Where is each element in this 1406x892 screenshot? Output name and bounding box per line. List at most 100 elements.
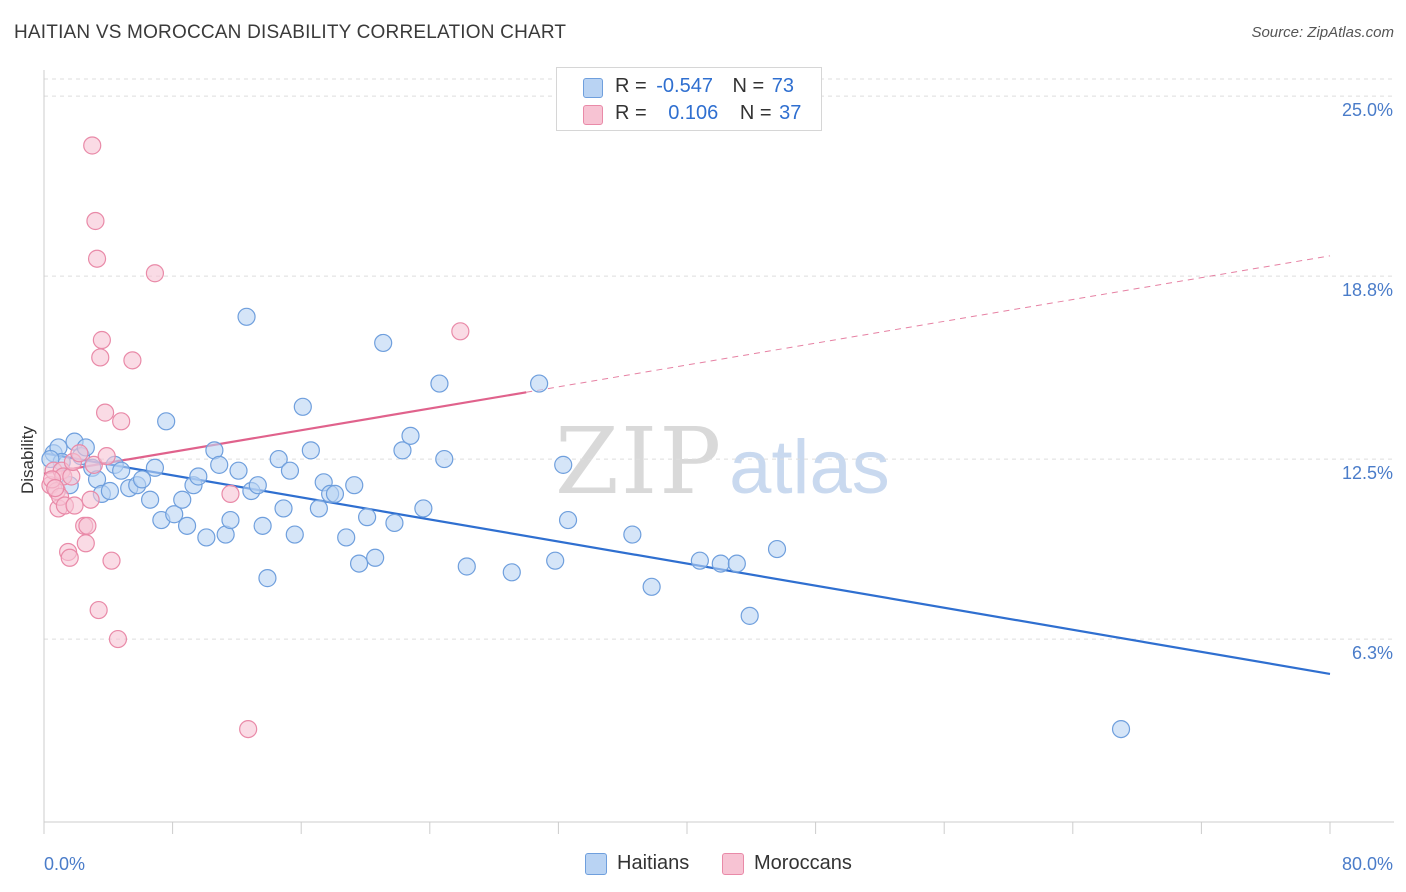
moroccans-trend-line [43,391,527,475]
haitian-point [767,539,787,559]
haitian-point [189,467,208,486]
moroccan-point [83,136,102,155]
haitian-point [642,577,661,596]
moroccan-point [221,484,240,504]
moroccan-point [60,548,79,567]
chart-title: HAITIAN VS MOROCCAN DISABILITY CORRELATI… [14,22,567,43]
haitian-point [502,563,521,582]
bottom-legend-label-haitians: Haitians [617,852,690,874]
moroccan-point [81,490,100,509]
haitian-point [337,528,356,547]
haitian-point [623,525,642,544]
haitian-point [727,554,746,573]
haitian-point [165,505,184,524]
haitians-trend-line [43,452,1331,676]
haitian-point [393,441,412,460]
legend-swatch-moroccans [583,105,603,125]
haitian-point [325,484,345,504]
haitian-point [221,510,240,530]
y-tick-label: 25.0% [1342,100,1393,120]
legend-r-value: -0.547 [656,75,713,97]
haitian-point [100,481,120,501]
moroccan-point [86,211,105,231]
moroccan-point [65,496,84,515]
haitian-point [237,307,256,326]
legend-n-value: 73 [771,75,795,97]
haitian-point [345,476,364,495]
y-tick-label: 6.3% [1352,643,1393,663]
moroccan-point [84,455,103,474]
haitian-point [530,374,549,393]
moroccan-point [78,516,97,535]
moroccan-point [89,600,108,620]
haitian-point [309,499,328,518]
haitian-point [385,513,404,533]
haitian-point [145,458,165,477]
haitian-point [253,516,272,535]
bottom-legend-label-moroccans: Moroccans [754,852,852,874]
haitian-point [248,476,267,495]
haitian-point [366,548,385,567]
haitian-point [274,499,293,518]
moroccan-point [70,444,89,463]
axes [43,70,1394,834]
haitian-point [414,499,433,518]
stats-legend: R = -0.547 N = 73 R = 0.106 N = 37 [556,67,822,131]
haitian-point [280,461,300,480]
haitian-point [258,569,277,588]
haitian-point [1111,719,1131,739]
moroccan-point [145,264,165,283]
legend-n-label: N = [739,102,772,124]
moroccan-point [92,330,111,350]
haitian-point [690,551,709,570]
moroccan-point [123,351,142,370]
legend-r-label: R = [615,75,647,97]
x-tick-label: 0.0% [44,854,85,874]
legend-swatch-haitians [583,78,603,98]
source-label: Source: ZipAtlas.com [1251,24,1394,41]
data-points [41,136,1131,739]
haitian-point [546,551,565,570]
bottom-legend-swatch-haitians [585,853,607,875]
y-tick-label: 12.5% [1342,463,1393,483]
haitian-point [132,470,152,489]
haitian-point [740,606,759,625]
haitian-point [349,554,369,573]
haitian-point [157,412,176,431]
haitian-point [358,508,377,527]
x-tick-label: 80.0% [1342,854,1393,874]
haitian-point [430,374,449,393]
haitian-point [140,490,160,509]
haitian-point [457,557,476,576]
haitian-point [173,490,192,509]
haitian-point [711,554,730,573]
haitian-point [210,455,229,474]
moroccan-point [239,719,258,739]
haitian-point [293,397,312,416]
haitian-point [112,461,131,480]
legend-n-label: N = [732,75,765,97]
haitian-point [435,449,454,469]
moroccan-point [451,322,470,341]
haitian-point [269,449,288,469]
haitian-point [554,455,573,474]
y-tick-label: 18.8% [1342,280,1393,300]
haitian-point [285,525,304,544]
haitian-point [229,461,248,480]
moroccan-point [95,403,115,422]
moroccan-point [46,479,65,498]
haitian-point [177,516,197,535]
moroccan-point [91,348,110,367]
moroccan-point [97,447,116,466]
legend-r-value: 0.106 [668,102,719,124]
tick-labels: 6.3% 12.5% 18.8% 25.0% 0.0% 80.0% [44,100,1393,874]
moroccan-point [108,629,128,649]
moroccan-point [76,534,95,553]
legend-n-value: 37 [779,102,802,124]
bottom-legend-swatch-moroccans [722,853,744,875]
moroccan-point [102,551,121,570]
moroccans-trend-extension [526,255,1331,393]
moroccan-point [87,249,107,268]
haitian-point [374,333,393,353]
